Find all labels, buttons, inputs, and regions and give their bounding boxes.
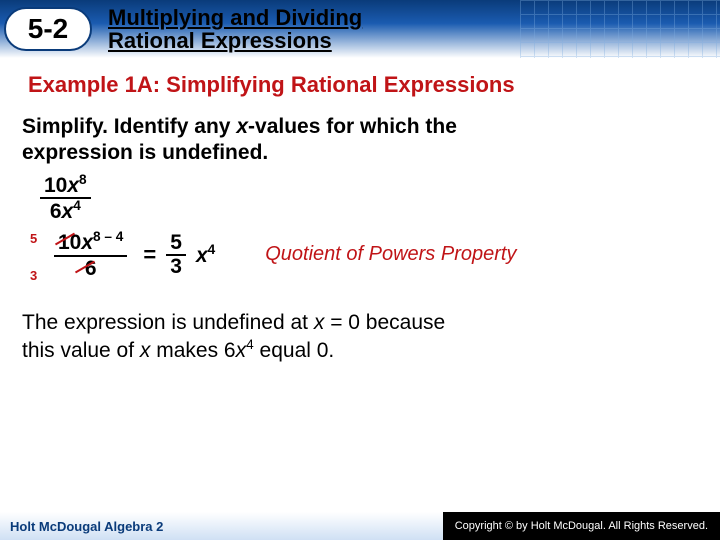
num-coeff: 10 [44,174,67,197]
result-num: 5 [166,232,186,256]
property-note: Quotient of Powers Property [265,243,516,266]
prompt-part1: Simplify. Identify any [22,115,236,138]
result-exp: 4 [208,242,216,257]
conclusion-text: The expression is undefined at x = 0 bec… [22,309,698,365]
equals-sign: = [143,242,156,268]
result-variable-part: x4 [196,242,215,268]
slide-header: 5-2 Multiplying and Dividing Rational Ex… [0,0,720,58]
conc-var1: x [314,311,325,334]
den-coeff: 6 [50,200,62,223]
conc-var2: x [140,339,151,362]
conc-t2: = 0 because [324,311,445,334]
result-var: x [196,244,208,267]
prompt-part2: expression is undefined. [22,141,268,164]
work-denominator: 6 [54,257,127,281]
work-num-exp: 8 – 4 [93,229,123,244]
reduced-num-annotation: 5 [30,231,37,246]
prompt-text: Simplify. Identify any x-values for whic… [22,114,698,167]
den-exp: 4 [73,198,81,213]
work-fraction: 5 3 10x8 – 4 6 [40,229,133,281]
original-fraction: 10x8 6x4 [40,173,91,223]
work-num-var: x [81,231,93,254]
den-var: x [62,200,74,223]
reduced-den-annotation: 3 [30,268,37,283]
work-numerator: 10x8 – 4 [54,229,127,257]
work-num-coeff: 10 [58,231,81,254]
header-grid-decoration [520,0,720,58]
original-denominator: 6x4 [40,199,91,223]
conc-exp: 4 [246,337,254,352]
slide-content: Simplify. Identify any x-values for whic… [0,102,720,364]
conc-var3: x [236,339,247,362]
slide-footer: Holt McDougal Algebra 2 Copyright © by H… [0,512,720,540]
conc-t1: The expression is undefined at [22,311,314,334]
lesson-title-line2: Rational Expressions [108,28,332,53]
original-numerator: 10x8 [40,173,91,199]
result-fraction: 5 3 [166,232,186,278]
lesson-number-badge: 5-2 [4,7,92,51]
lesson-title-line1: Multiplying and Dividing [108,5,362,30]
work-line: 5 3 10x8 – 4 6 = 5 3 x4 Quotient of Powe… [40,229,698,281]
prompt-part1b: -values for which the [248,115,457,138]
num-exp: 8 [79,172,87,187]
footer-copyright: Copyright © by Holt McDougal. All Rights… [443,512,720,540]
num-var: x [67,174,79,197]
conc-t5: equal 0. [254,339,335,362]
prompt-var: x [236,115,248,138]
footer-branding: Holt McDougal Algebra 2 [0,512,443,540]
conc-t3: this value of [22,339,140,362]
lesson-title: Multiplying and Dividing Rational Expres… [108,6,362,52]
example-heading: Example 1A: Simplifying Rational Express… [28,72,720,98]
expression-area: 10x8 6x4 5 3 10x8 – 4 6 = 5 3 [40,173,698,281]
result-den: 3 [166,256,186,278]
conc-t4: makes 6 [150,339,235,362]
work-den-coeff: 6 [85,257,97,280]
